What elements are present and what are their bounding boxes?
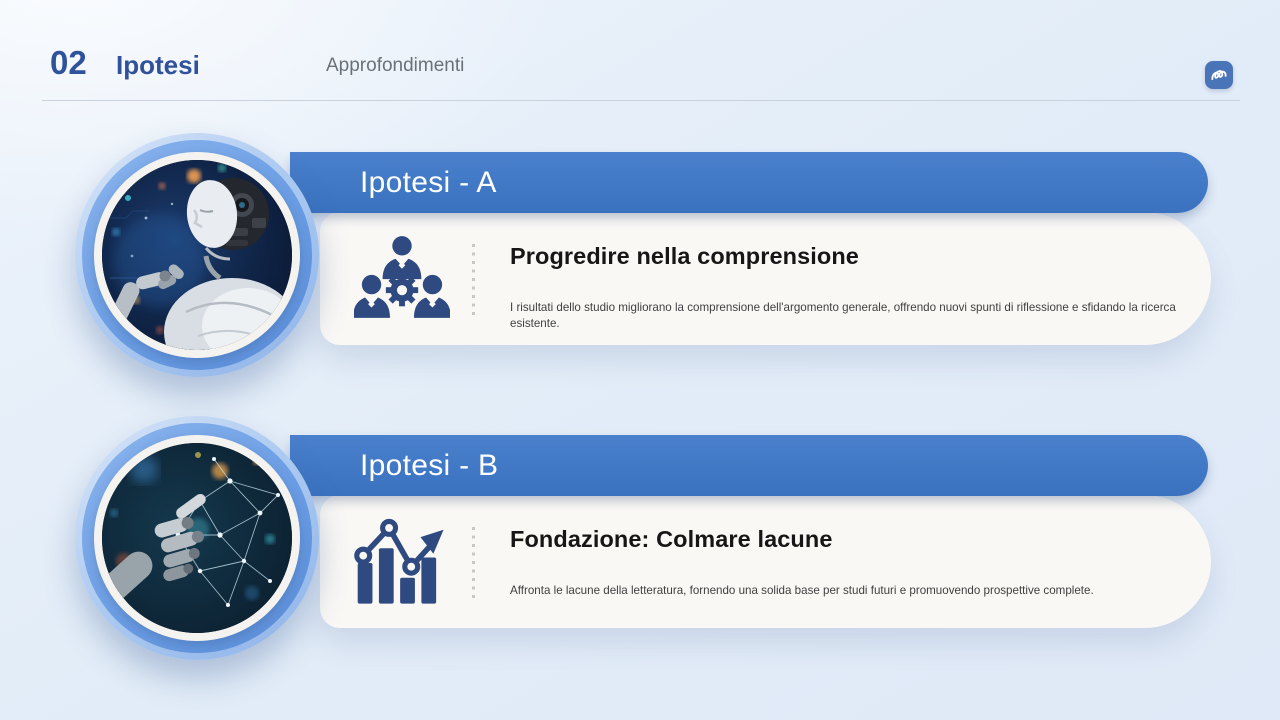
hypothesis-b-body: Fondazione: Colmare lacune Affronta le l…: [320, 495, 1211, 628]
humanoid-robot-portrait-photo: [102, 160, 292, 350]
banner-label: Ipotesi - A: [360, 166, 497, 199]
photo-ring-a: [75, 133, 319, 377]
robotic-hand-network-photo: [102, 443, 292, 633]
photo-ring-b: [75, 416, 319, 660]
card-heading: Progredire nella comprensione: [510, 243, 859, 269]
hypothesis-b-banner: Ipotesi - B: [290, 435, 1208, 496]
swirl-logo-icon: [1211, 70, 1227, 81]
page-subtitle: Approfondimenti: [326, 55, 465, 76]
card-description: I risultati dello studio migliorano la c…: [510, 301, 1176, 330]
hypothesis-a-banner: Ipotesi - A: [290, 152, 1208, 213]
card-description: Affronta le lacune della letteratura, fo…: [510, 584, 1094, 597]
page-title: Ipotesi: [116, 50, 200, 80]
hypothesis-a-body: Progredire nella comprensione I risultat…: [320, 212, 1211, 345]
header-divider: [42, 100, 1240, 101]
hypothesis-card-a: Ipotesi - A: [0, 130, 1280, 420]
bar-chart-growth-icon: [354, 515, 450, 611]
team-collaboration-gear-icon: [353, 232, 451, 328]
card-heading: Fondazione: Colmare lacune: [510, 526, 833, 552]
section-number: 02: [50, 44, 87, 81]
hypothesis-card-b: Ipotesi - B Fon: [0, 413, 1280, 703]
dotted-divider: [472, 244, 475, 318]
dotted-divider: [472, 527, 475, 601]
brand-logo: [1205, 61, 1233, 89]
banner-label: Ipotesi - B: [360, 449, 499, 482]
